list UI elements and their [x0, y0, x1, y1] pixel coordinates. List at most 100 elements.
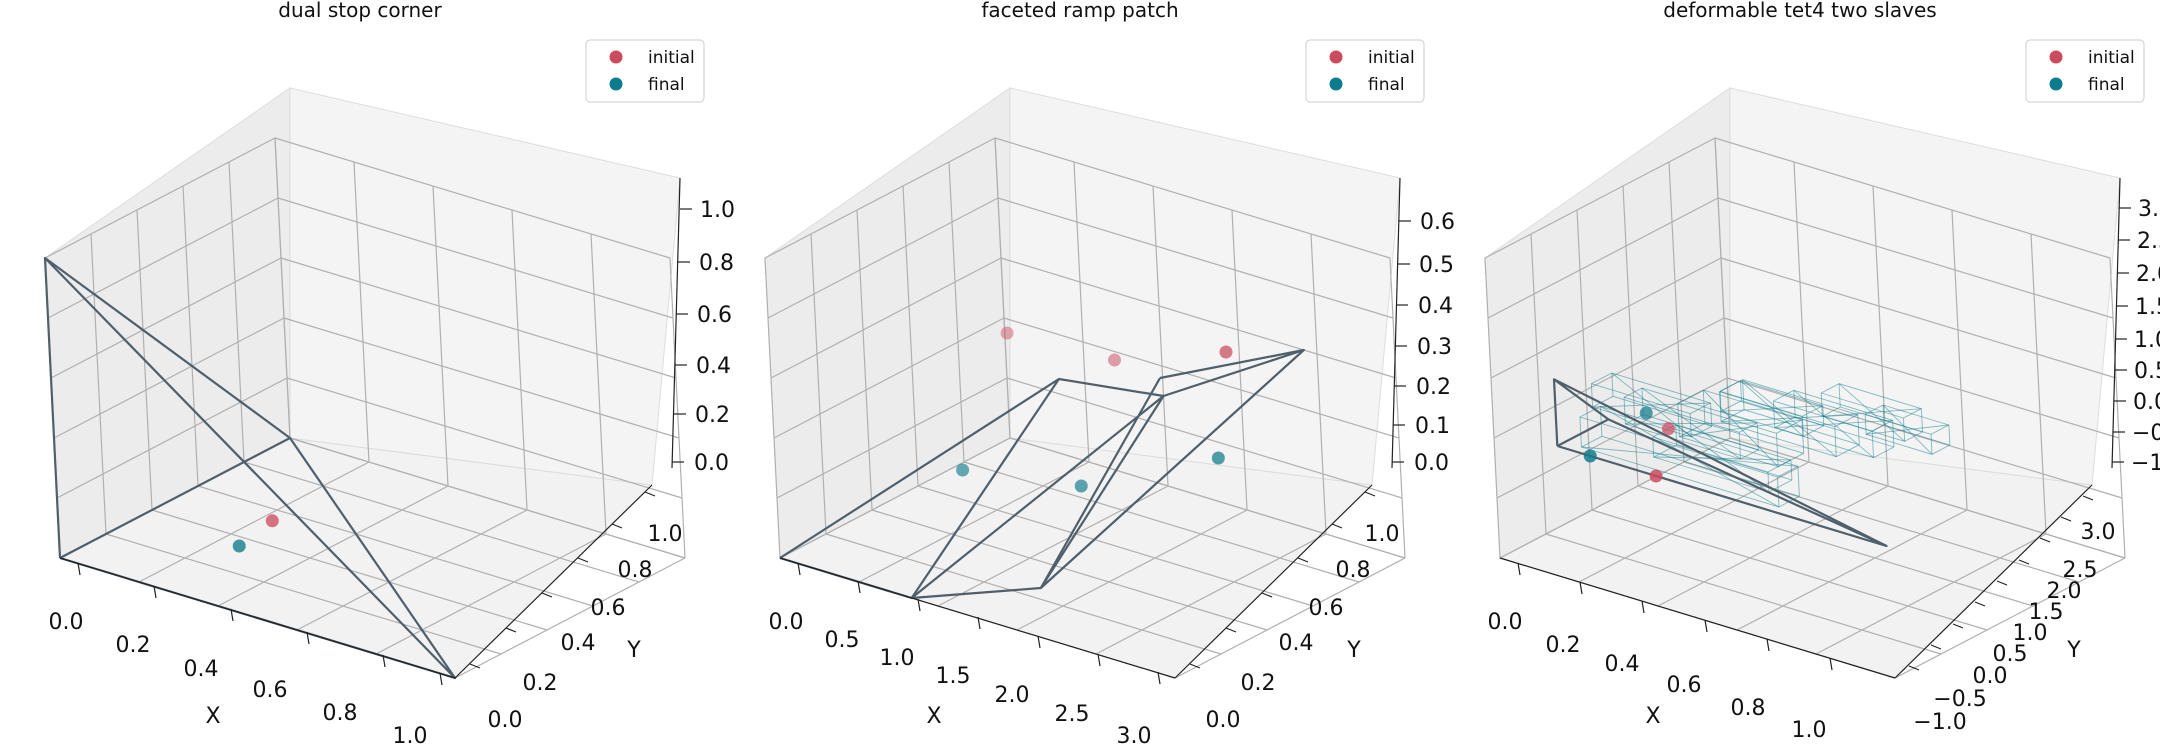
panel-1-xtick-label: 0.2 [116, 633, 151, 658]
initial-point [1219, 345, 1233, 359]
panel-1-grid-line [296, 509, 528, 631]
panel-2-x-axis-line [779, 557, 1176, 679]
panel-1-grid-line [228, 161, 245, 463]
panel-3-ytick: 1.5 [2018, 559, 2064, 625]
panel-1-xtick-label: 0.6 [253, 678, 288, 703]
panel-3-legend-initial-marker [2049, 50, 2063, 64]
panel-2-back-wall-pane [1009, 87, 1401, 486]
panel-1-ztick-label: 0.8 [699, 251, 734, 276]
panel-3-surface [1552, 378, 1888, 548]
panel-2-grid-line [997, 197, 1394, 319]
panel-3-grid-line [1793, 161, 1810, 463]
panel-2-y-axis-line [1174, 484, 1373, 679]
panel-3-ztick-label: 1.0 [2134, 328, 2160, 353]
panel-1-xtick: 0.0 [49, 562, 84, 635]
mesh-edge [1864, 404, 1884, 415]
panel-2-xtick-label: 2.0 [995, 683, 1030, 708]
panel-2-ytick-label: 0.8 [1336, 558, 1371, 583]
panel-3-grid-line [1894, 557, 2126, 679]
panel-2-xtick-label: 0.5 [825, 628, 860, 653]
panel-1-points [232, 514, 279, 553]
mesh-edge [1777, 465, 1799, 478]
mesh-edge [1689, 413, 1692, 438]
panel-1-xtick-label: 0.4 [184, 657, 219, 682]
panel-1-xtick-label: 0.0 [49, 610, 84, 635]
panel-2-grid-line [858, 461, 1090, 583]
mesh-edge [1865, 413, 1932, 435]
panel-3-grid-line [2030, 233, 2047, 535]
panel-2-xtick: 1.0 [880, 598, 921, 671]
panel-3-grid-line [1487, 197, 1719, 319]
panel-3-grid-line [1815, 533, 2047, 655]
surface-edge [1553, 378, 1887, 547]
mesh-edge [1641, 387, 1758, 424]
panel-1-grid-line [44, 137, 276, 259]
mesh-edge [1600, 405, 1799, 467]
surface-edge [1556, 418, 1888, 548]
panel-3-ytick-label: 1.0 [2013, 621, 2048, 646]
panel-1-grid-line [669, 257, 686, 559]
panel-1-ytick: 0.4 [541, 592, 596, 656]
mesh-edge [1592, 406, 1692, 438]
panel-3-title: deformable tet4 two slaves [1663, 0, 1936, 22]
mesh-edge [1797, 466, 1800, 497]
panel-2-grid-line [764, 257, 781, 559]
panel-3-xtick: 1.0 [1792, 657, 1833, 743]
panel-1-grid-line [454, 557, 686, 679]
panel-1-ytick-label: 0.4 [561, 631, 596, 656]
mesh-edge [1740, 380, 1823, 407]
panel-3-grid-line [1545, 533, 1942, 655]
panel-1-ytick: 1.0 [644, 491, 683, 547]
mesh-edge [1611, 372, 1711, 404]
mesh-edge [1838, 383, 1905, 442]
mesh-edge [1677, 403, 1680, 437]
panel-2-xtick-label: 1.0 [880, 646, 915, 671]
panel-2-ytick: 0.2 [1225, 627, 1276, 696]
panel-1-ztick: 0.0 [672, 451, 729, 476]
panel-1-xtick: 1.0 [393, 672, 443, 749]
mesh-edge [1611, 372, 1614, 397]
mesh-edge [1882, 404, 1933, 455]
panel-2-xtick-label: 3.0 [1117, 724, 1152, 749]
mesh-edge [1581, 446, 1780, 508]
panel-2-grid-line [1009, 437, 1406, 559]
initial-point [1649, 469, 1663, 483]
final-point [1211, 451, 1225, 465]
panel-2-grid-line [1016, 509, 1248, 631]
panel-3-x-axis-line [1499, 557, 1896, 679]
panel-2-grid-line [779, 437, 1011, 559]
panel-1-grid-line [283, 317, 680, 439]
panel-3-xtick: 0.4 [1605, 600, 1645, 677]
panel-2-grid-line [917, 485, 1314, 607]
mesh-edge [1904, 431, 1923, 442]
panel-2: faceted ramp patch 0.0 0.5 1.0 1.5 2.0 2… [764, 0, 1455, 749]
panel-1-x-axis-line [59, 557, 456, 679]
panel-2-ytick: 1.0 [1365, 491, 1400, 547]
panel-2-ztick-label: 0.5 [1419, 253, 1454, 278]
panel-1-grid-line [280, 257, 677, 379]
panel-2-ztick: 0.4 [1396, 294, 1453, 319]
panel-2-ztick: 0.2 [1394, 375, 1451, 400]
mesh-edge [1720, 421, 1837, 458]
panel-2-ztick: 0.5 [1398, 253, 1454, 278]
initial-point [1108, 353, 1121, 367]
panel-3-ytick-label: 2.5 [2063, 558, 2098, 583]
panel-1-y-axis-line [454, 484, 653, 679]
initial-point [265, 514, 279, 528]
panel-3-legend-final-label: final [2088, 75, 2125, 95]
mesh-edge [1740, 380, 1804, 437]
surface-edge [44, 257, 456, 679]
panel-2-grid-line [1174, 557, 1406, 679]
mesh-edge [1767, 459, 1792, 473]
mesh-edge [1882, 404, 1950, 426]
panel-3-xtick: 0.2 [1546, 581, 1583, 658]
panel-1-legend-final-label: final [648, 75, 685, 95]
mesh-edge [1691, 425, 1712, 438]
panel-2-ztick-label: 0.2 [1416, 375, 1451, 400]
panel-1-grid-line [277, 197, 674, 319]
panel-3-ytick-label: −1.0 [1913, 710, 1966, 735]
mesh-edge [1857, 414, 1860, 445]
mesh-edge [1679, 436, 1779, 468]
panel-3-ytick-label: 3.0 [2081, 520, 2116, 545]
panel-1-grid-line [274, 137, 291, 439]
